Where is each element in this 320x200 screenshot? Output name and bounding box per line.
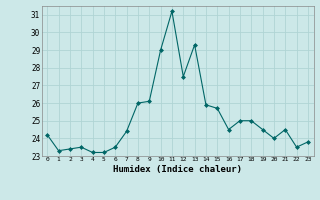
X-axis label: Humidex (Indice chaleur): Humidex (Indice chaleur): [113, 165, 242, 174]
